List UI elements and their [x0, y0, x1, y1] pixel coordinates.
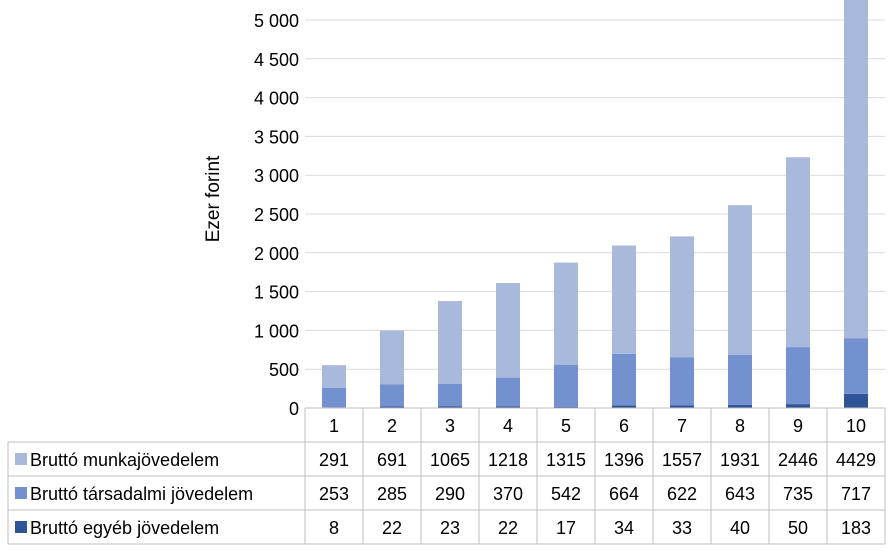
- y-tick-label: 1 500: [254, 283, 299, 303]
- y-tick-label: 3 500: [254, 127, 299, 147]
- bar-segment: [786, 157, 810, 348]
- x-tick-label: 5: [561, 416, 571, 436]
- gridlines: [305, 19, 885, 370]
- y-tick-label: 4 000: [254, 89, 299, 109]
- data-label: 691: [377, 450, 407, 470]
- y-tick-label: 4 500: [254, 50, 299, 70]
- bar-segment: [728, 205, 752, 355]
- bar-segment: [670, 236, 694, 358]
- data-label: 40: [730, 518, 750, 538]
- legend-label: Bruttó egyéb jövedelem: [30, 518, 219, 538]
- bar-segment: [496, 406, 520, 408]
- bar-segment: [380, 330, 404, 385]
- y-axis-label: Ezer forint: [203, 155, 224, 242]
- data-label: 1557: [662, 450, 702, 470]
- data-label: 22: [382, 518, 402, 538]
- y-tick-label: 1 000: [254, 321, 299, 341]
- bar-segment: [612, 245, 636, 354]
- y-tick-label: 3 000: [254, 166, 299, 186]
- bar-segment: [380, 406, 404, 408]
- bar-segment: [438, 406, 462, 408]
- bar-segment: [554, 262, 578, 365]
- x-tick-label: 8: [735, 416, 745, 436]
- bar-segment: [438, 383, 462, 407]
- y-tick-label: 2 000: [254, 244, 299, 264]
- x-tick-label: 9: [793, 416, 803, 436]
- data-label: 622: [667, 484, 697, 504]
- data-label: 4429: [836, 450, 876, 470]
- legend-label: Bruttó társadalmi jövedelem: [30, 484, 253, 504]
- bar-segment: [844, 0, 868, 339]
- bar-segment: [844, 338, 868, 394]
- legend-key: [15, 453, 27, 465]
- data-label: 735: [783, 484, 813, 504]
- legend-label: Bruttó munkajövedelem: [30, 450, 219, 470]
- data-label: 17: [556, 518, 576, 538]
- data-label: 664: [609, 484, 639, 504]
- x-tick-label: 2: [387, 416, 397, 436]
- bar-segment: [670, 357, 694, 406]
- y-tick-label: 5 000: [254, 11, 299, 31]
- bar-segment: [438, 301, 462, 384]
- data-label: 1218: [488, 450, 528, 470]
- data-label: 291: [319, 450, 349, 470]
- data-label: 370: [493, 484, 523, 504]
- bar-segment: [612, 353, 636, 406]
- x-tick-label: 1: [329, 416, 339, 436]
- data-label: 22: [498, 518, 518, 538]
- y-tick-label: 2 500: [254, 205, 299, 225]
- data-label: 290: [435, 484, 465, 504]
- bar-segment: [496, 283, 520, 378]
- x-tick-label: 7: [677, 416, 687, 436]
- bar-segment: [554, 406, 578, 408]
- legend-key: [15, 521, 27, 533]
- bar-segment: [380, 384, 404, 407]
- bar-segment: [786, 404, 810, 408]
- bar-segment: [322, 387, 346, 408]
- x-tick-label: 3: [445, 416, 455, 436]
- x-tick-label: 6: [619, 416, 629, 436]
- data-label: 50: [788, 518, 808, 538]
- data-label: 1931: [720, 450, 760, 470]
- bar-segment: [786, 347, 810, 405]
- bar-segment: [728, 354, 752, 405]
- data-label: 643: [725, 484, 755, 504]
- data-label: 1396: [604, 450, 644, 470]
- x-tick-label: 10: [846, 416, 866, 436]
- legend-key: [15, 487, 27, 499]
- data-label: 2446: [778, 450, 818, 470]
- data-label: 717: [841, 484, 871, 504]
- bar-segment: [322, 365, 346, 388]
- bar-segment: [496, 377, 520, 407]
- data-label: 542: [551, 484, 581, 504]
- x-tick-label: 4: [503, 416, 513, 436]
- data-label: 8: [329, 518, 339, 538]
- bar-segment: [728, 404, 752, 408]
- data-label: 253: [319, 484, 349, 504]
- data-label: 285: [377, 484, 407, 504]
- bar-segment: [670, 405, 694, 408]
- bar-segment: [844, 393, 868, 408]
- y-tick-label: 0: [289, 399, 299, 419]
- data-label: 23: [440, 518, 460, 538]
- bar-segment: [612, 405, 636, 408]
- bar-segment: [554, 364, 578, 407]
- data-label: 1065: [430, 450, 470, 470]
- y-axis-ticks: 0 500 1 000 1 500 2 000 2 500 3 000 3 500 4 000 4…: [254, 11, 299, 419]
- data-label: 1315: [546, 450, 586, 470]
- data-label: 34: [614, 518, 634, 538]
- data-label: 33: [672, 518, 692, 538]
- bars: [322, 0, 868, 408]
- y-tick-label: 500: [269, 360, 299, 380]
- data-label: 183: [841, 518, 871, 538]
